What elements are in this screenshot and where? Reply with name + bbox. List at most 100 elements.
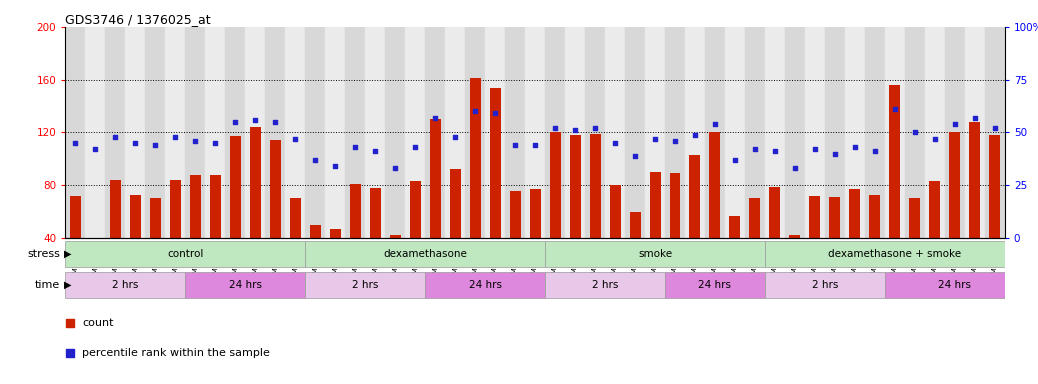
Text: control: control bbox=[167, 249, 203, 259]
Point bbox=[187, 138, 203, 144]
Bar bbox=[689, 155, 701, 291]
Point bbox=[107, 134, 124, 140]
Bar bbox=[149, 199, 161, 291]
Text: stress: stress bbox=[27, 249, 60, 259]
Bar bbox=[389, 235, 401, 291]
Bar bbox=[745, 27, 765, 238]
Bar bbox=[206, 27, 225, 238]
Point bbox=[87, 146, 104, 152]
Bar bbox=[330, 229, 340, 291]
Point bbox=[167, 134, 184, 140]
Point bbox=[586, 125, 603, 131]
Bar bbox=[765, 242, 1025, 267]
Bar bbox=[186, 272, 305, 298]
Bar bbox=[884, 27, 905, 238]
Bar bbox=[925, 27, 945, 238]
Bar bbox=[765, 27, 785, 238]
Bar bbox=[485, 27, 506, 238]
Bar bbox=[665, 27, 685, 238]
Bar bbox=[65, 242, 305, 267]
Bar bbox=[170, 180, 181, 291]
Bar bbox=[665, 272, 765, 298]
Text: ▶: ▶ bbox=[64, 249, 72, 259]
Bar bbox=[810, 196, 820, 291]
Bar bbox=[145, 27, 165, 238]
Bar bbox=[309, 225, 321, 291]
Point bbox=[986, 125, 1003, 131]
Text: 24 hrs: 24 hrs bbox=[468, 280, 501, 290]
Point bbox=[947, 121, 963, 127]
Bar bbox=[350, 184, 360, 291]
Bar bbox=[90, 238, 101, 291]
Bar bbox=[285, 27, 305, 238]
Bar bbox=[510, 190, 521, 291]
Bar bbox=[989, 135, 1001, 291]
Text: time: time bbox=[35, 280, 60, 290]
Bar bbox=[725, 27, 745, 238]
Bar bbox=[245, 27, 266, 238]
Bar bbox=[969, 122, 980, 291]
Bar bbox=[645, 27, 665, 238]
Point bbox=[307, 157, 324, 163]
Text: 24 hrs: 24 hrs bbox=[228, 280, 262, 290]
Text: ▶: ▶ bbox=[64, 280, 72, 290]
Text: 2 hrs: 2 hrs bbox=[592, 280, 619, 290]
Point bbox=[487, 111, 503, 117]
Point bbox=[507, 142, 523, 148]
Bar bbox=[545, 272, 665, 298]
Bar bbox=[465, 27, 485, 238]
Point bbox=[607, 140, 624, 146]
Point bbox=[807, 146, 823, 152]
Bar bbox=[870, 195, 880, 291]
Bar bbox=[445, 27, 465, 238]
Point bbox=[666, 138, 683, 144]
Bar bbox=[449, 169, 461, 291]
Point bbox=[867, 149, 883, 155]
Text: dexamethasone + smoke: dexamethasone + smoke bbox=[828, 249, 961, 259]
Bar bbox=[225, 27, 245, 238]
Point bbox=[547, 125, 564, 131]
Bar bbox=[325, 27, 346, 238]
Bar bbox=[229, 136, 241, 291]
Bar bbox=[506, 27, 525, 238]
Point bbox=[707, 121, 723, 127]
Bar bbox=[909, 199, 921, 291]
Bar bbox=[549, 132, 561, 291]
Bar bbox=[210, 175, 221, 291]
Point bbox=[247, 117, 264, 123]
Text: 24 hrs: 24 hrs bbox=[699, 280, 732, 290]
Bar bbox=[130, 195, 141, 291]
Point bbox=[347, 144, 363, 150]
Bar bbox=[305, 242, 545, 267]
Text: 2 hrs: 2 hrs bbox=[352, 280, 379, 290]
Text: dexamethasone: dexamethasone bbox=[383, 249, 467, 259]
Bar bbox=[405, 27, 426, 238]
Bar bbox=[65, 27, 85, 238]
Bar bbox=[865, 27, 884, 238]
Point bbox=[467, 108, 484, 114]
Bar bbox=[785, 27, 804, 238]
Text: smoke: smoke bbox=[638, 249, 672, 259]
Bar bbox=[346, 27, 365, 238]
Bar bbox=[70, 196, 81, 291]
Bar bbox=[945, 27, 964, 238]
Point bbox=[267, 119, 283, 125]
Point bbox=[727, 157, 743, 163]
Bar bbox=[605, 27, 625, 238]
Text: 2 hrs: 2 hrs bbox=[812, 280, 838, 290]
Bar bbox=[710, 132, 720, 291]
Point bbox=[687, 131, 704, 138]
Bar bbox=[790, 235, 800, 291]
Bar bbox=[490, 88, 500, 291]
Bar bbox=[565, 27, 585, 238]
Bar bbox=[426, 272, 545, 298]
Point bbox=[227, 119, 244, 125]
Bar bbox=[385, 27, 405, 238]
Bar bbox=[749, 199, 761, 291]
Bar bbox=[529, 189, 541, 291]
Point bbox=[387, 165, 404, 171]
Point bbox=[207, 140, 223, 146]
Point bbox=[127, 140, 143, 146]
Bar bbox=[590, 134, 601, 291]
Point bbox=[787, 165, 803, 171]
